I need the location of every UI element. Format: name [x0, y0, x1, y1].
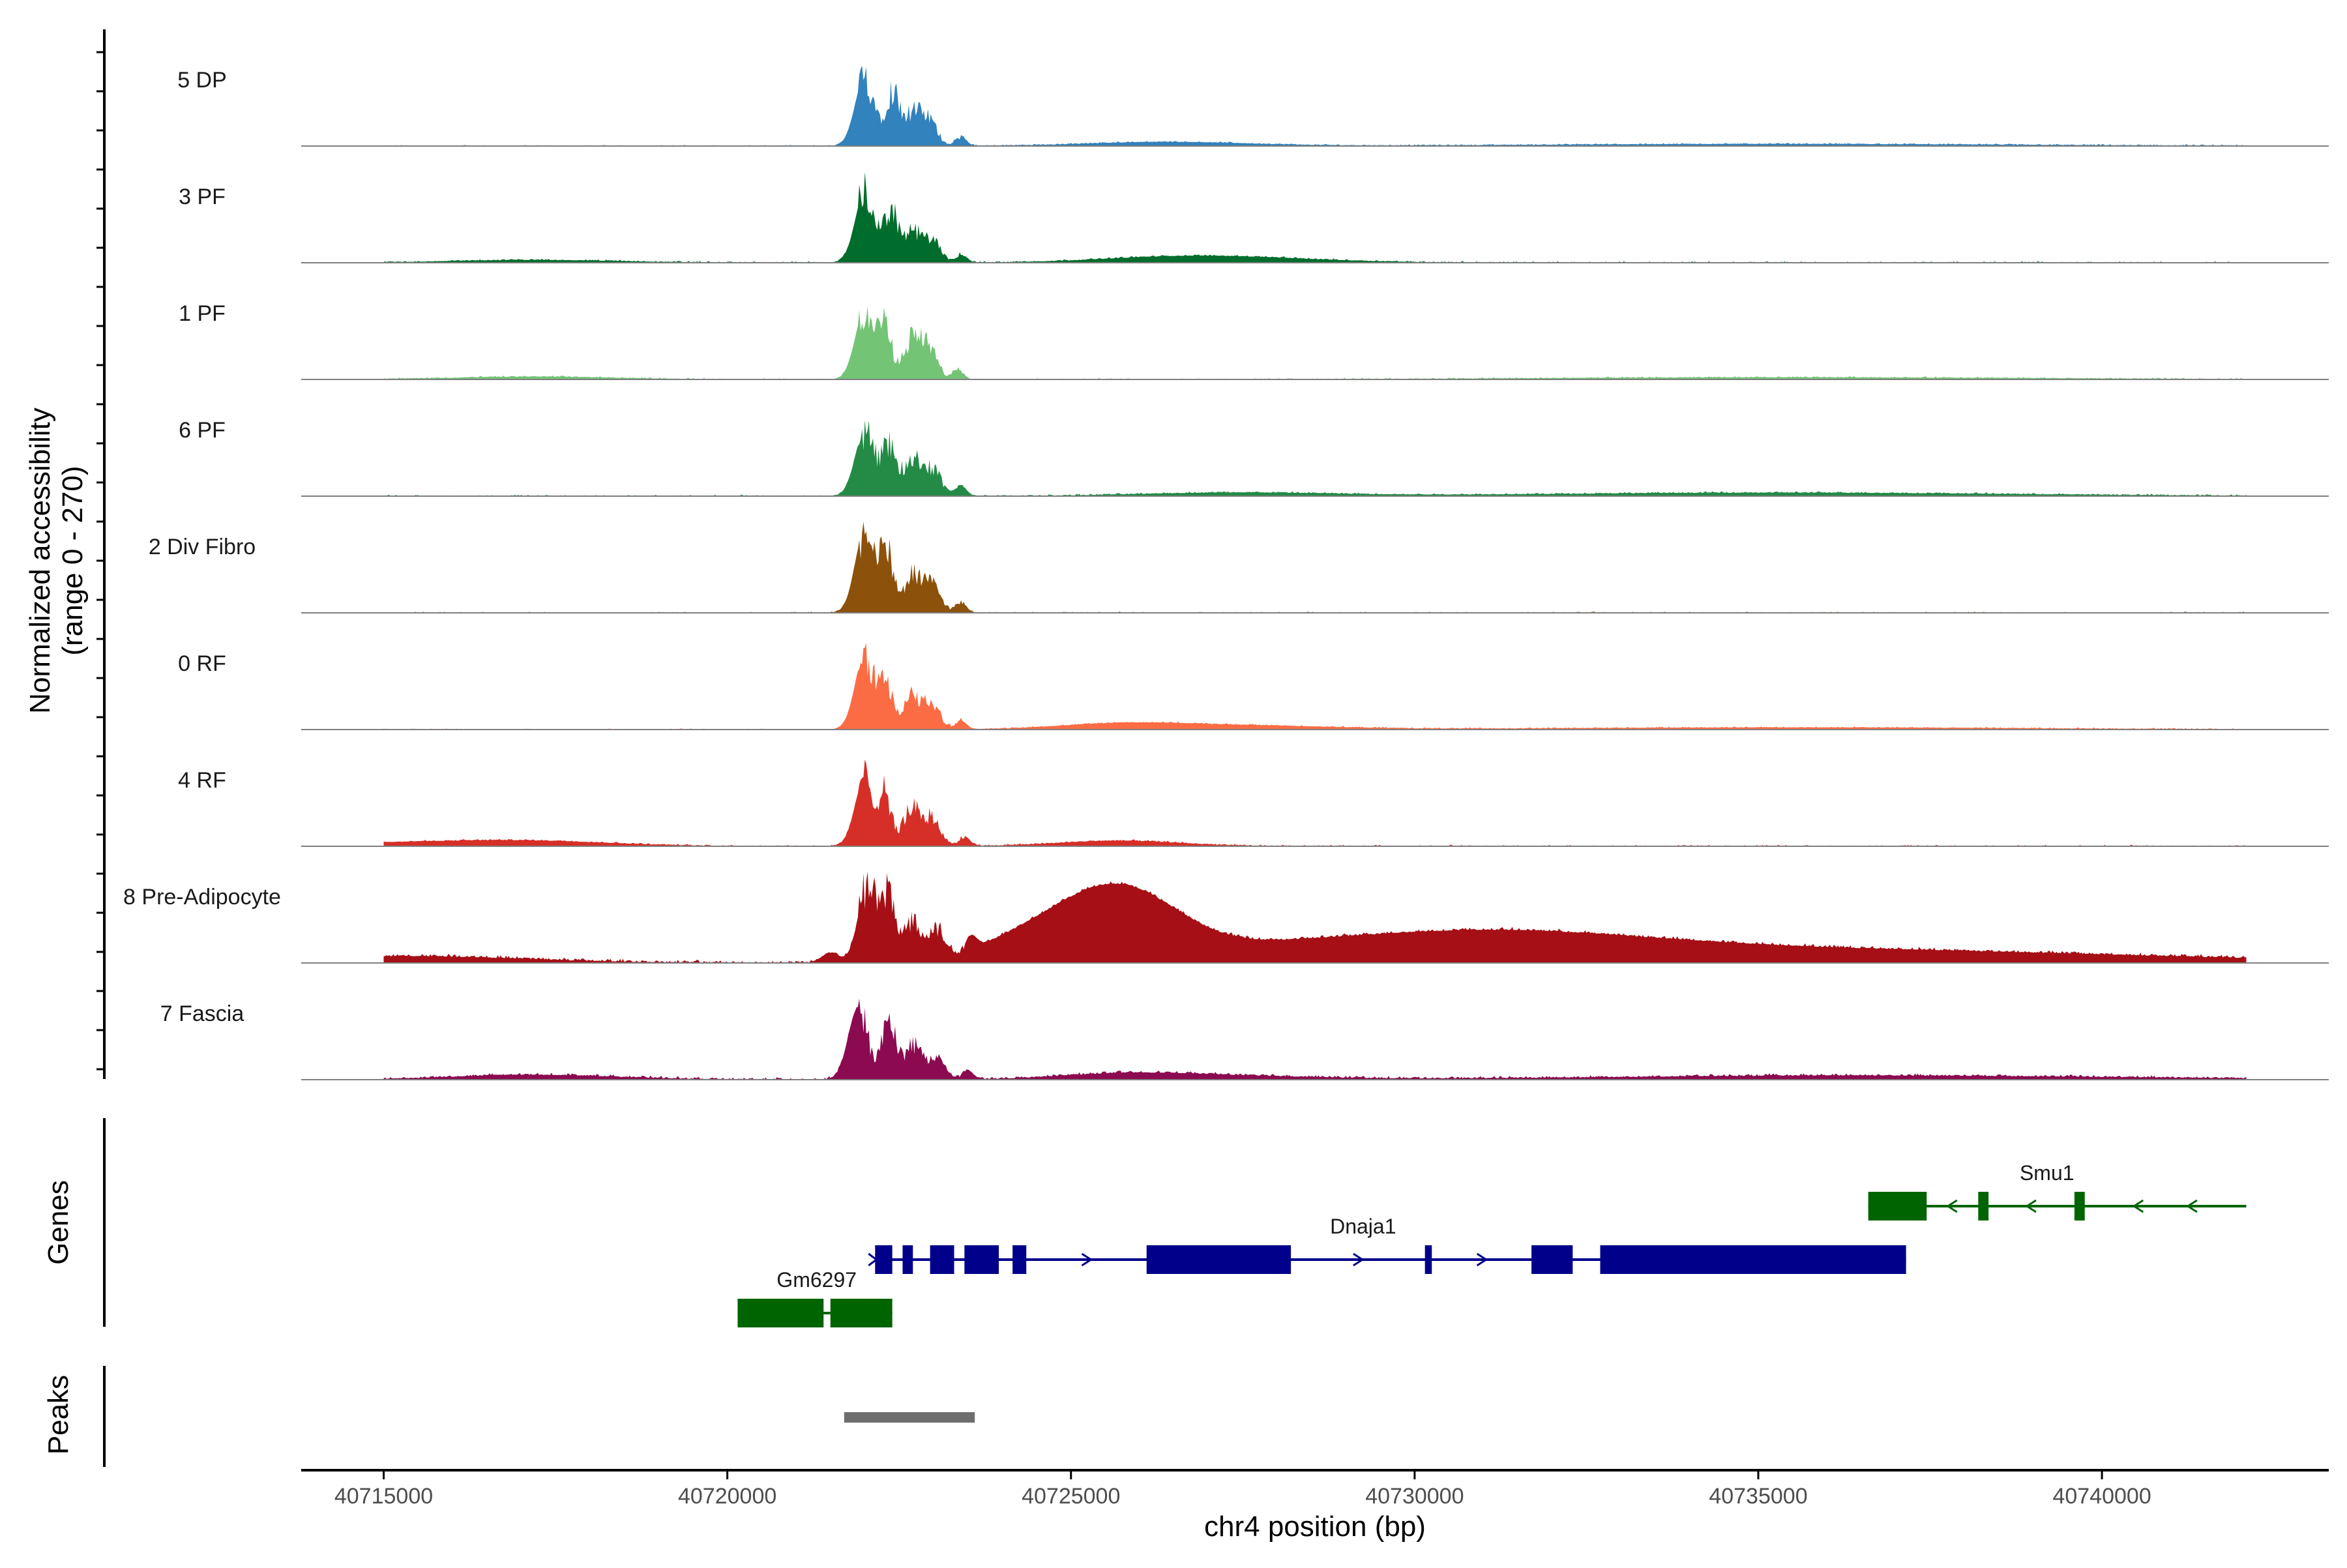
strand-arrow	[1946, 1199, 1958, 1213]
coverage-track: 8 Pre-Adipocyte	[123, 872, 2329, 964]
gene-label: Dnaja1	[1330, 1215, 1396, 1238]
coverage-y-ticks	[96, 51, 104, 1071]
y-axis-title-line2: (range 0 - 270)	[57, 466, 89, 655]
strand-arrow	[1353, 1252, 1365, 1267]
gene-label: Gm6297	[776, 1268, 857, 1292]
coverage-track: 4 RF	[178, 760, 2329, 847]
gene-label: Smu1	[2020, 1161, 2074, 1185]
peak-region	[844, 1412, 975, 1423]
gene-exon	[830, 1299, 893, 1327]
peaks-track-title: Peaks	[42, 1375, 74, 1455]
coverage-tracks: 5 DP 3 PF 1 PF 6 PF 2 Div Fibro 0 RF 4 RF 8 Pre…	[123, 65, 2329, 1080]
gene-exon	[1424, 1245, 1432, 1274]
coverage-track: 3 PF	[179, 171, 2329, 263]
gene-exon	[902, 1245, 913, 1274]
coverage-area	[383, 65, 2247, 146]
track-label: 3 PF	[179, 185, 226, 209]
gene-exon	[930, 1245, 954, 1274]
gene-exon	[737, 1299, 824, 1327]
coverage-area	[383, 760, 2247, 846]
gene-exon	[2074, 1192, 2085, 1220]
gene-exon	[1146, 1245, 1292, 1274]
track-label: 6 PF	[179, 418, 226, 443]
gene-exon	[1978, 1192, 1989, 1220]
x-tick-label: 40715000	[334, 1484, 433, 1509]
strand-arrow	[2025, 1199, 2037, 1213]
y-axis-title: Normalized accessibility (range 0 - 270)	[24, 407, 89, 713]
strand-arrow	[1476, 1252, 1488, 1267]
x-tick-label: 40720000	[678, 1484, 776, 1509]
coverage-area	[383, 306, 2247, 379]
coverage-area	[383, 420, 2247, 496]
strand-arrow	[1081, 1252, 1093, 1267]
gene-exon	[964, 1245, 999, 1274]
gene-model: Dnaja1	[868, 1215, 1906, 1274]
y-axis-title-line1: Normalized accessibility	[24, 407, 56, 713]
coverage-track: 6 PF	[179, 418, 2329, 497]
track-label: 4 RF	[178, 768, 226, 793]
track-label: 2 Div Fibro	[149, 535, 256, 559]
x-tick-label: 40730000	[1365, 1484, 1464, 1509]
x-axis-ticks: 40715000 40720000 40725000 40730000 40735000…	[334, 1470, 2151, 1509]
strand-arrow	[2186, 1199, 2198, 1213]
track-label: 5 DP	[177, 68, 227, 93]
coverage-track: 2 Div Fibro	[149, 522, 2329, 614]
gene-exon	[1600, 1245, 1906, 1274]
gene-exon	[875, 1245, 893, 1274]
x-tick-label: 40735000	[1709, 1484, 1807, 1509]
x-tick-label: 40740000	[2052, 1484, 2151, 1509]
gene-model: Smu1	[1868, 1161, 2247, 1220]
gene-exon	[1868, 1192, 1927, 1220]
gene-exon	[1012, 1245, 1027, 1274]
x-tick-label: 40725000	[1022, 1484, 1120, 1509]
coverage-area	[383, 171, 2247, 263]
gene-annotation-track: Dnaja1 Smu1 Gm6297	[737, 1161, 2247, 1327]
coverage-area	[383, 522, 2247, 613]
peak-track	[844, 1412, 975, 1423]
coverage-area	[383, 998, 2247, 1080]
x-axis-title: chr4 position (bp)	[1204, 1511, 1426, 1543]
genes-track-title: Genes	[42, 1180, 74, 1265]
coverage-track: 0 RF	[178, 643, 2329, 730]
coverage-track: 1 PF	[179, 301, 2329, 380]
track-label: 7 Fascia	[160, 1001, 244, 1026]
coverage-track: 7 Fascia	[160, 998, 2329, 1080]
coverage-area	[383, 643, 2247, 730]
track-label: 1 PF	[179, 301, 226, 326]
coverage-track: 5 DP	[177, 65, 2329, 147]
gene-exon	[1531, 1245, 1573, 1274]
coverage-area	[383, 872, 2247, 963]
track-label: 0 RF	[178, 651, 226, 676]
track-label: 8 Pre-Adipocyte	[123, 885, 281, 910]
strand-arrow	[2132, 1199, 2144, 1213]
gene-model: Gm6297	[737, 1268, 893, 1327]
